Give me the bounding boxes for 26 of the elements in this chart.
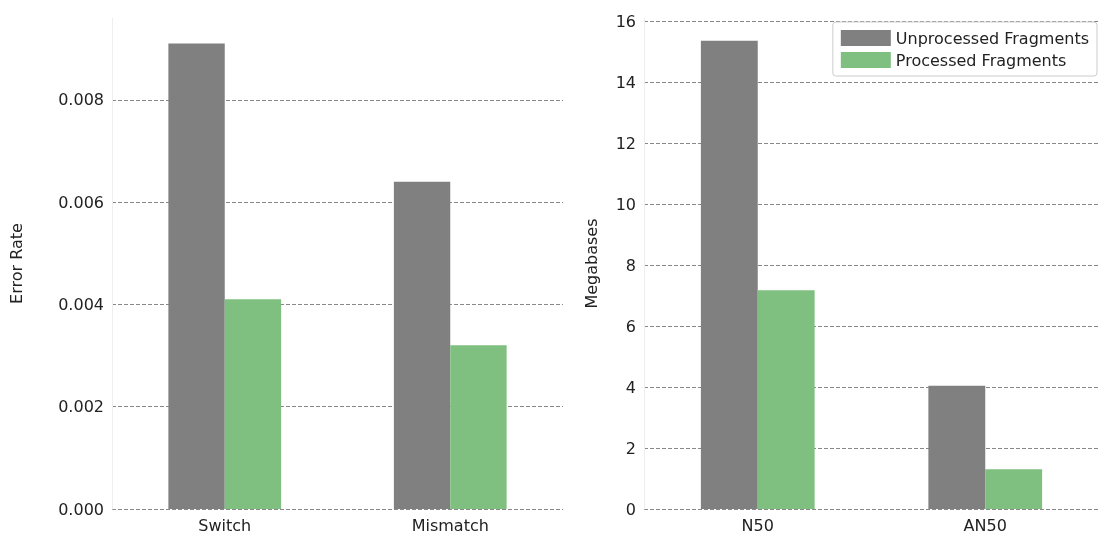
y-tick-label: 4 [625,377,636,397]
y-tick-label: 12 [615,133,636,153]
y-tick-label: 0 [625,499,636,519]
x-tick-label: Mismatch [411,515,489,535]
y-tick-label: 8 [625,255,636,275]
y-tick-label: 14 [615,72,636,92]
legend-label: Unprocessed Fragments [895,28,1090,48]
bar [224,299,282,509]
bar [985,469,1043,509]
legend-label: Processed Fragments [895,50,1067,70]
bar [450,345,507,509]
y-tick-label: 0.008 [58,90,104,110]
y-tick-label: 0.000 [58,499,104,519]
y-axis-title: Megabases [581,218,601,309]
x-tick-label: Switch [198,515,252,535]
bar [757,290,815,509]
x-tick-label: AN50 [963,515,1007,535]
y-tick-label: 0.006 [58,192,104,212]
y-tick-label: 2 [625,438,636,458]
y-tick-label: 10 [615,194,636,214]
y-axis-title: Error Rate [6,223,26,304]
y-tick-label: 16 [615,11,636,31]
y-tick-label: 0.002 [58,397,104,417]
y-tick-label: 0.004 [58,294,104,314]
x-tick-label: N50 [741,515,774,535]
y-tick-label: 6 [625,316,636,336]
